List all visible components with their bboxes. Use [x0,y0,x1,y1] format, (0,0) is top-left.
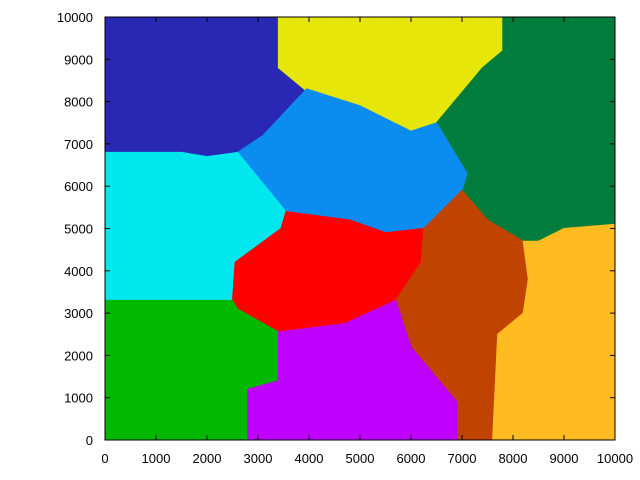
x-tick-label: 3000 [244,451,273,466]
y-tick-label: 9000 [64,52,93,67]
plot-frame [104,16,616,441]
x-tick-label: 9000 [550,451,579,466]
x-tick-label: 7000 [448,451,477,466]
axis-tick-labels: 0 1000 2000 3000 4000 5000 6000 7000 8000 9000 100… [57,10,633,466]
y-tick-label: 10000 [57,10,93,25]
y-tick-label: 1000 [64,391,93,406]
y-tick-label: 7000 [64,137,93,152]
y-tick-label: 6000 [64,179,93,194]
x-tick-label: 0 [101,451,108,466]
x-tick-label: 10000 [597,451,633,466]
y-tick-label: 4000 [64,264,93,279]
x-tick-label: 4000 [295,451,324,466]
y-tick-label: 8000 [64,95,93,110]
x-tick-label: 6000 [397,451,426,466]
y-tick-label: 2000 [64,348,93,363]
x-tick-label: 8000 [499,451,528,466]
x-tick-label: 1000 [142,451,171,466]
x-tick-label: 5000 [346,451,375,466]
y-tick-label: 3000 [64,306,93,321]
y-tick-label: 0 [86,433,93,448]
x-tick-label: 2000 [193,451,222,466]
y-tick-label: 5000 [64,222,93,237]
plot-area [104,16,616,441]
